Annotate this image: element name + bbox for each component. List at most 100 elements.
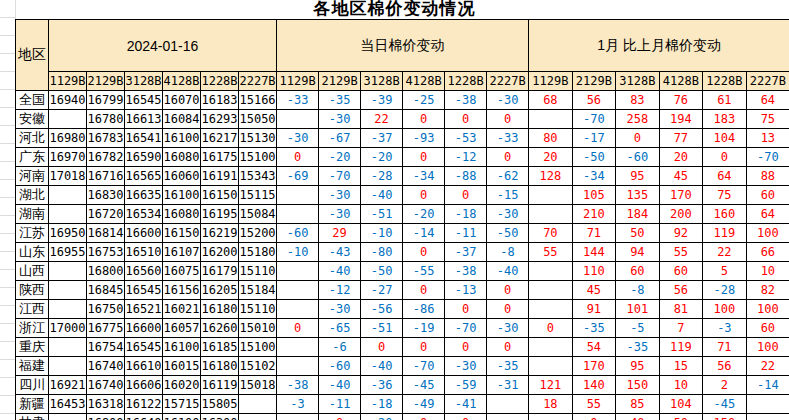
- price-cell[interactable]: 15715: [163, 395, 201, 414]
- daily-change-cell[interactable]: 0: [445, 186, 487, 205]
- daily-change-cell[interactable]: -30: [487, 205, 529, 224]
- price-cell[interactable]: 16075: [163, 262, 201, 281]
- price-cell[interactable]: 16970: [49, 148, 87, 167]
- daily-change-cell[interactable]: -43: [319, 243, 361, 262]
- daily-change-cell[interactable]: 0: [445, 414, 487, 420]
- grade-code-header[interactable]: 1129B: [49, 72, 87, 91]
- daily-change-cell[interactable]: -51: [361, 205, 403, 224]
- grade-code-header[interactable]: 4128B: [659, 72, 703, 91]
- price-cell[interactable]: 16600: [125, 319, 163, 338]
- monthly-change-cell[interactable]: 258: [616, 110, 660, 129]
- price-cell[interactable]: 16565: [125, 167, 163, 186]
- monthly-change-cell[interactable]: [746, 414, 789, 420]
- price-cell[interactable]: 16070: [163, 91, 201, 110]
- daily-change-cell[interactable]: -38: [445, 262, 487, 281]
- grade-code-header[interactable]: 1228B: [201, 72, 239, 91]
- daily-change-cell[interactable]: -65: [319, 319, 361, 338]
- grade-code-header[interactable]: 2227B: [746, 72, 789, 91]
- monthly-change-cell[interactable]: 0: [529, 319, 573, 338]
- daily-change-cell[interactable]: -20: [361, 414, 403, 420]
- price-cell[interactable]: 15180: [239, 243, 277, 262]
- monthly-change-cell[interactable]: 45: [659, 167, 703, 186]
- price-cell[interactable]: 15110: [239, 300, 277, 319]
- price-cell[interactable]: 16980: [49, 129, 87, 148]
- monthly-change-cell[interactable]: 71: [572, 224, 616, 243]
- monthly-change-cell[interactable]: [529, 110, 573, 129]
- price-cell[interactable]: 16080: [163, 205, 201, 224]
- price-cell[interactable]: 16545: [125, 281, 163, 300]
- monthly-change-cell[interactable]: 18: [529, 395, 573, 414]
- price-cell[interactable]: 16300: [201, 414, 239, 420]
- price-cell[interactable]: 16590: [125, 148, 163, 167]
- monthly-change-cell[interactable]: 7: [659, 319, 703, 338]
- daily-change-cell[interactable]: -14: [403, 224, 445, 243]
- monthly-change-cell[interactable]: -28: [703, 281, 747, 300]
- monthly-change-cell[interactable]: 160: [703, 205, 747, 224]
- price-cell[interactable]: 16318: [87, 395, 125, 414]
- daily-change-cell[interactable]: -25: [403, 91, 445, 110]
- region-cell[interactable]: 山东: [16, 243, 49, 262]
- daily-change-cell[interactable]: 0: [319, 414, 361, 420]
- price-cell[interactable]: 15100: [239, 338, 277, 357]
- daily-change-cell[interactable]: -6: [319, 338, 361, 357]
- grade-code-header[interactable]: 3128B: [616, 72, 660, 91]
- region-cell[interactable]: 陕西: [16, 281, 49, 300]
- price-cell[interactable]: 16100: [163, 129, 201, 148]
- monthly-change-cell[interactable]: 20: [659, 148, 703, 167]
- price-cell[interactable]: 15084: [239, 205, 277, 224]
- price-cell[interactable]: 16560: [125, 262, 163, 281]
- daily-change-cell[interactable]: -15: [487, 186, 529, 205]
- price-cell[interactable]: 16521: [125, 300, 163, 319]
- price-cell[interactable]: 16191: [201, 167, 239, 186]
- daily-change-cell[interactable]: -60: [277, 224, 319, 243]
- monthly-change-cell[interactable]: 68: [529, 91, 573, 110]
- daily-change-cell[interactable]: -10: [277, 243, 319, 262]
- price-cell[interactable]: 16100: [163, 414, 201, 420]
- monthly-change-cell[interactable]: [529, 357, 573, 376]
- monthly-change-cell[interactable]: 100: [746, 338, 789, 357]
- daily-change-cell[interactable]: -59: [445, 376, 487, 395]
- price-cell[interactable]: 16783: [87, 129, 125, 148]
- grade-code-header[interactable]: 1129B: [277, 72, 319, 91]
- monthly-change-cell[interactable]: 100: [703, 300, 747, 319]
- price-cell[interactable]: 16640: [125, 414, 163, 420]
- price-cell[interactable]: 16606: [125, 376, 163, 395]
- daily-change-cell[interactable]: [277, 338, 319, 357]
- daily-change-cell[interactable]: -10: [361, 224, 403, 243]
- price-cell[interactable]: 16015: [163, 357, 201, 376]
- daily-change-cell[interactable]: 0: [403, 148, 445, 167]
- region-cell[interactable]: 全国: [16, 91, 49, 110]
- price-cell[interactable]: [239, 395, 277, 414]
- daily-change-cell[interactable]: -34: [403, 167, 445, 186]
- daily-change-cell[interactable]: -20: [319, 148, 361, 167]
- monthly-change-cell[interactable]: 170: [572, 357, 616, 376]
- price-cell[interactable]: 16845: [87, 281, 125, 300]
- monthly-change-cell[interactable]: 50: [659, 414, 703, 420]
- price-cell[interactable]: 16799: [87, 91, 125, 110]
- grade-code-header[interactable]: 2227B: [487, 72, 529, 91]
- daily-change-cell[interactable]: -50: [361, 262, 403, 281]
- price-cell[interactable]: 16205: [201, 281, 239, 300]
- price-cell[interactable]: 16156: [163, 281, 201, 300]
- price-cell[interactable]: 15130: [239, 129, 277, 148]
- price-cell[interactable]: 16175: [201, 148, 239, 167]
- price-cell[interactable]: 17000: [49, 319, 87, 338]
- daily-change-cell[interactable]: -70: [319, 167, 361, 186]
- monthly-change-cell[interactable]: 10: [659, 376, 703, 395]
- monthly-change-cell[interactable]: 85: [616, 395, 660, 414]
- daily-change-cell[interactable]: 0: [277, 319, 319, 338]
- group-header-daily-change[interactable]: 当日棉价变动: [277, 20, 529, 72]
- price-cell[interactable]: 16107: [163, 243, 201, 262]
- monthly-change-cell[interactable]: 22: [746, 357, 789, 376]
- monthly-change-cell[interactable]: 100: [746, 224, 789, 243]
- monthly-change-cell[interactable]: 184: [616, 205, 660, 224]
- price-cell[interactable]: 16119: [201, 376, 239, 395]
- daily-change-cell[interactable]: -93: [403, 129, 445, 148]
- price-cell[interactable]: 16955: [49, 243, 87, 262]
- daily-change-cell[interactable]: -80: [361, 243, 403, 262]
- price-cell[interactable]: 16635: [125, 186, 163, 205]
- daily-change-cell[interactable]: [277, 205, 319, 224]
- monthly-change-cell[interactable]: 64: [746, 205, 789, 224]
- monthly-change-cell[interactable]: 71: [703, 338, 747, 357]
- monthly-change-cell[interactable]: -60: [616, 148, 660, 167]
